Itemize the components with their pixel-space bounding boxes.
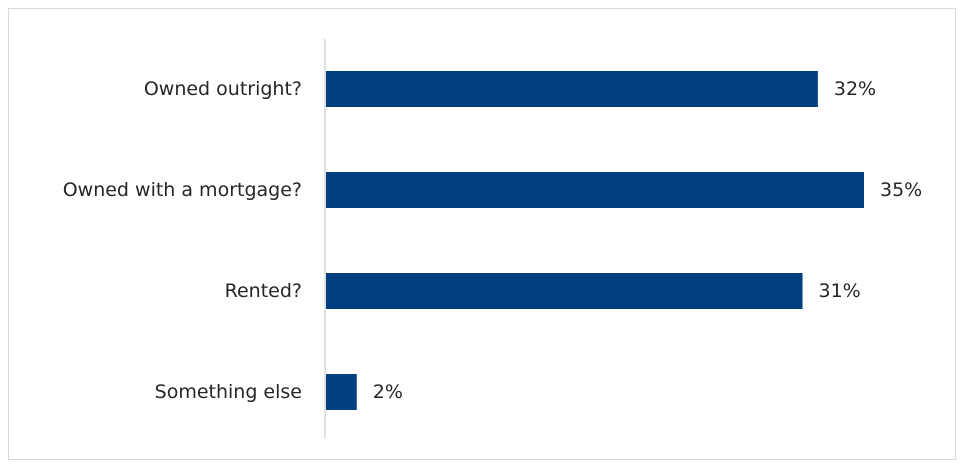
value-label-owned-outright: 32%	[834, 78, 876, 100]
value-label-owned-with-a-mortgage: 35%	[880, 179, 922, 201]
bars-layer	[326, 71, 864, 410]
category-label-something-else: Something else	[155, 381, 302, 403]
chart-frame: Owned outright? 32% Owned with a mortgage?…	[8, 8, 956, 460]
value-label-something-else: 2%	[373, 381, 403, 403]
bar-owned-with-a-mortgage	[326, 172, 864, 208]
horizontal-bar-chart: Owned outright? 32% Owned with a mortgage?…	[63, 39, 923, 439]
category-label-owned-with-a-mortgage: Owned with a mortgage?	[63, 179, 302, 201]
bar-rented	[326, 273, 803, 309]
category-label-rented: Rented?	[225, 280, 302, 302]
labels-layer: Owned outright? 32% Owned with a mortgage?…	[63, 78, 923, 403]
bar-owned-outright	[326, 71, 818, 107]
category-label-owned-outright: Owned outright?	[144, 78, 302, 100]
value-label-rented: 31%	[819, 280, 861, 302]
bar-something-else	[326, 374, 357, 410]
